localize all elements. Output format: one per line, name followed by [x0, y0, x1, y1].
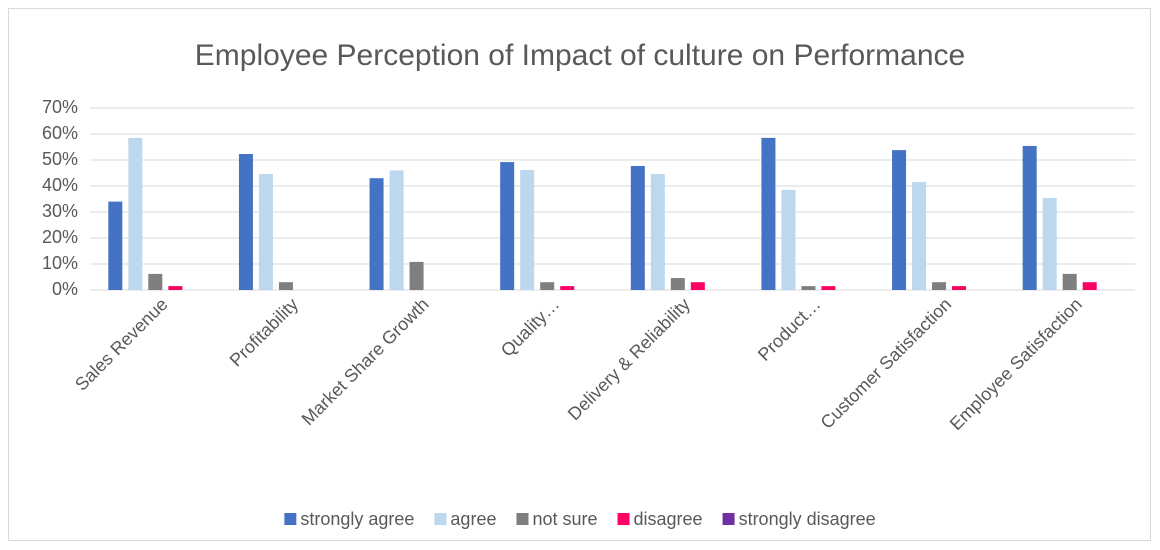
y-tick-label: 0% — [52, 279, 78, 299]
bar — [128, 137, 143, 290]
legend-swatch — [284, 513, 297, 525]
bar — [540, 282, 555, 290]
bar — [278, 282, 293, 290]
bar — [520, 169, 535, 290]
bar — [238, 154, 253, 290]
bar — [409, 261, 424, 290]
y-tick-label: 10% — [42, 253, 78, 273]
legend-swatch — [516, 513, 529, 525]
legend-swatch — [722, 513, 735, 525]
bar — [761, 137, 776, 290]
bar — [1082, 282, 1097, 290]
y-tick-label: 20% — [42, 227, 78, 247]
legend-label: agree — [450, 509, 496, 529]
y-tick-label: 70% — [42, 97, 78, 117]
bar — [821, 286, 836, 290]
bar — [650, 174, 665, 290]
bar — [560, 286, 575, 290]
bar — [1042, 197, 1057, 290]
bar — [801, 286, 816, 290]
bar — [108, 201, 123, 290]
legend-label: strongly disagree — [739, 509, 876, 529]
bar — [389, 170, 404, 290]
bar — [1022, 145, 1037, 290]
y-tick-label: 50% — [42, 149, 78, 169]
y-tick-label: 40% — [42, 175, 78, 195]
bar — [892, 150, 907, 290]
bar — [690, 282, 705, 290]
bar — [148, 273, 163, 290]
legend-swatch — [434, 513, 447, 525]
bar — [258, 174, 273, 290]
legend-swatch — [617, 513, 630, 525]
bar — [1062, 273, 1077, 290]
bar — [952, 286, 967, 290]
bar — [630, 165, 645, 290]
legend-label: not sure — [532, 509, 597, 529]
bar — [500, 162, 515, 290]
y-tick-label: 30% — [42, 201, 78, 221]
y-tick-label: 60% — [42, 123, 78, 143]
bar — [670, 278, 685, 290]
bar — [168, 286, 183, 290]
chart-title: Employee Perception of Impact of culture… — [195, 39, 965, 72]
bar — [912, 182, 927, 290]
chart-border — [8, 8, 1151, 541]
legend-label: strongly agree — [300, 509, 414, 529]
bar — [369, 178, 384, 290]
bar — [781, 189, 796, 290]
bar — [932, 282, 947, 290]
legend-label: disagree — [634, 509, 703, 529]
